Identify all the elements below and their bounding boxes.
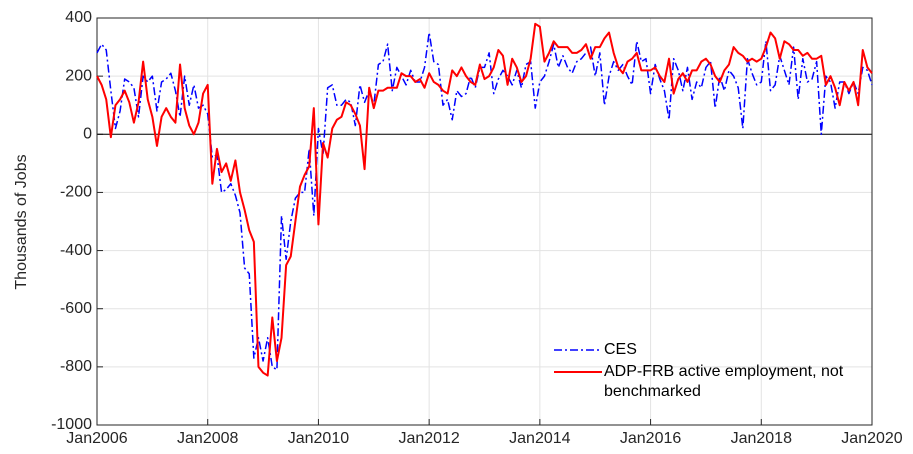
x-tick-label: Jan2020 [841, 430, 902, 447]
x-tick-label: Jan2012 [398, 430, 459, 447]
x-tick-label: Jan2010 [288, 430, 349, 447]
x-tick-label: Jan2006 [66, 430, 127, 447]
series-line [96, 31, 873, 371]
y-tick-label: 200 [65, 67, 92, 84]
legend: CES ADP-FRB active employment, not benchm… [552, 340, 844, 404]
legend-swatch [554, 371, 602, 373]
legend-item: ADP-FRB active employment, not benchmark… [552, 362, 844, 402]
series-line [96, 22, 873, 377]
legend-swatch [554, 349, 602, 351]
y-tick-label: -1000 [51, 416, 92, 433]
y-tick-label: 0 [83, 126, 92, 143]
legend-item: CES [552, 340, 844, 360]
y-tick-label: -800 [60, 358, 92, 375]
y-axis-label: Thousands of Jobs [13, 154, 30, 289]
plot-frame [96, 17, 873, 426]
x-tick-label: Jan2016 [620, 430, 681, 447]
y-tick-label: -200 [60, 184, 92, 201]
x-tick-label: Jan2014 [509, 430, 570, 447]
legend-label: ADP-FRB active employment, not benchmark… [604, 363, 844, 400]
y-tick-label: -600 [60, 300, 92, 317]
legend-label: CES [604, 341, 637, 358]
y-tick-label: -400 [60, 242, 92, 259]
y-tick-label: 400 [65, 9, 92, 26]
x-tick-label: Jan2018 [731, 430, 792, 447]
x-tick-label: Jan2008 [177, 430, 238, 447]
